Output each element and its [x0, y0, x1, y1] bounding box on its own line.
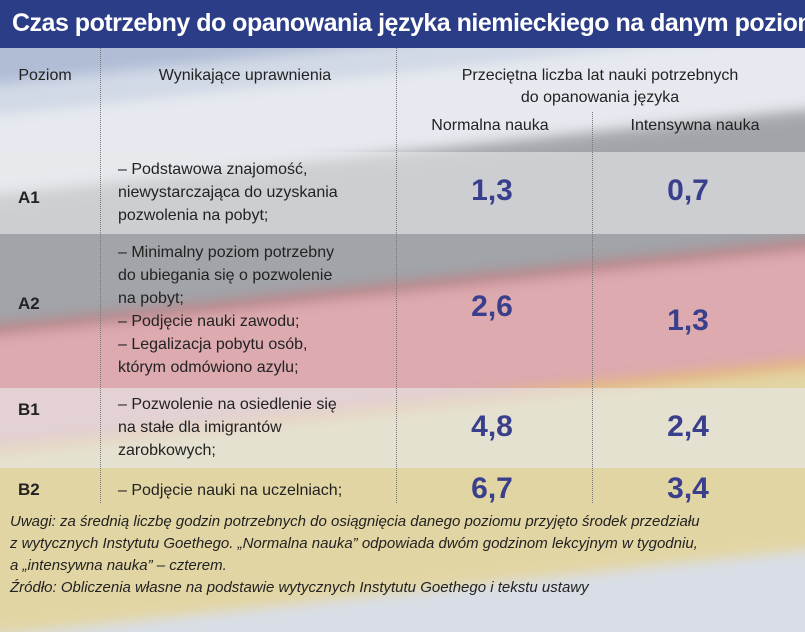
header-years-line2: do opanowania języka	[520, 89, 680, 106]
row-permissions: – Minimalny poziom potrzebny do ubiegani…	[118, 241, 368, 379]
permission-line: niewystarczająca do uzyskania	[118, 184, 338, 201]
table-row: B2 – Podjęcie nauki na uczelniach; 6,7 3…	[0, 472, 805, 510]
permission-line: zarobkowych;	[118, 442, 216, 459]
column-divider	[100, 48, 101, 503]
permission-line: na stałe dla imigrantów	[118, 419, 282, 436]
permission-line: – Pozwolenie na osiedlenie się	[118, 396, 337, 413]
permission-line: – Podstawowa znajomość,	[118, 161, 308, 178]
levels-table: Poziom Wynikające uprawnienia Przeciętna…	[0, 48, 805, 505]
row-level: A2	[18, 294, 40, 313]
row-level: B2	[18, 480, 40, 499]
permission-line: którym odmówiono azylu;	[118, 359, 299, 376]
table-row: B1 – Pozwolenie na osiedlenie się na sta…	[0, 388, 805, 468]
row-permissions: – Podstawowa znajomość, niewystarczająca…	[118, 158, 368, 227]
value-normal: 4,8	[471, 410, 513, 443]
permission-line: pozwolenia na pobyt;	[118, 207, 269, 224]
source-note: Źródło: Obliczenia własne na podstawie w…	[10, 579, 589, 596]
value-intensive: 1,3	[667, 304, 709, 337]
row-level: A1	[18, 188, 40, 207]
permission-line: na pobyt;	[118, 290, 184, 307]
permission-line: – Legalizacja pobytu osób,	[118, 336, 308, 353]
note-line: Uwagi: za średnią liczbę godzin potrzebn…	[10, 513, 700, 530]
header-normal: Normalna nauka	[431, 117, 549, 134]
table-row: A1 – Podstawowa znajomość, niewystarczaj…	[0, 152, 805, 234]
header-intensive: Intensywna nauka	[630, 117, 760, 134]
note-line: a „intensywna nauka” – czterem.	[10, 557, 227, 574]
permission-line: do ubiegania się o pozwolenie	[118, 267, 333, 284]
value-normal: 1,3	[471, 174, 513, 207]
header-years-line1: Przeciętna liczba lat nauki potrzebnych	[461, 67, 739, 84]
value-normal: 2,6	[471, 290, 513, 323]
column-divider	[592, 112, 593, 503]
title-bar: Czas potrzebny do opanowania języka niem…	[0, 0, 805, 48]
note-line: z wytycznych Instytutu Goethego. „Normal…	[10, 535, 698, 552]
footnotes: Uwagi: za średnią liczbę godzin potrzebn…	[10, 511, 800, 599]
header-level: Poziom	[18, 67, 72, 84]
value-intensive: 3,4	[667, 472, 709, 505]
permission-line: – Podjęcie nauki zawodu;	[118, 313, 300, 330]
row-permissions: – Pozwolenie na osiedlenie się na stałe …	[118, 393, 368, 462]
value-intensive: 2,4	[667, 410, 709, 443]
permission-line: – Minimalny poziom potrzebny	[118, 244, 335, 261]
table-row: A2 – Minimalny poziom potrzebny do ubieg…	[0, 236, 805, 386]
value-normal: 6,7	[471, 472, 513, 505]
value-intensive: 0,7	[667, 174, 709, 207]
page-title: Czas potrzebny do opanowania języka niem…	[12, 9, 805, 37]
row-level: B1	[18, 400, 40, 419]
permission-line: – Podjęcie nauki na uczelniach;	[118, 482, 343, 499]
header-permissions: Wynikające uprawnienia	[158, 67, 332, 84]
row-permissions: – Podjęcie nauki na uczelniach;	[118, 479, 368, 502]
column-divider	[396, 48, 397, 503]
